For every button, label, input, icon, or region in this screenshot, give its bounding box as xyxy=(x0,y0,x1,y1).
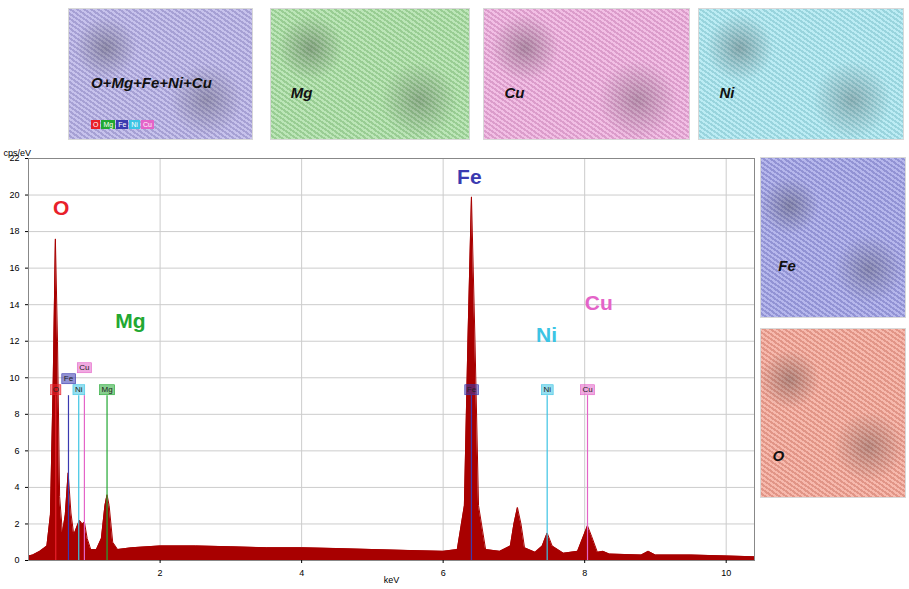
svg-text:Cu: Cu xyxy=(582,385,592,394)
svg-text:4: 4 xyxy=(299,568,304,578)
svg-text:8: 8 xyxy=(14,409,19,419)
svg-text:Cu: Cu xyxy=(585,291,613,314)
svg-text:Mg: Mg xyxy=(115,309,145,332)
html-text:Cu: Cu xyxy=(142,121,152,128)
svg-text:16: 16 xyxy=(9,263,19,273)
svg-text:Fe: Fe xyxy=(467,385,477,394)
svg-text:14: 14 xyxy=(9,300,19,310)
html-text:Fe: Fe xyxy=(118,121,127,128)
html-text:Cu: Cu xyxy=(504,84,525,102)
svg-text:8: 8 xyxy=(582,568,587,578)
svg-text:Ni: Ni xyxy=(75,385,83,394)
svg-text:Ni: Ni xyxy=(536,323,557,346)
svg-text:0: 0 xyxy=(14,555,19,565)
svg-text:6: 6 xyxy=(441,568,446,578)
html-text:Ni: Ni xyxy=(131,121,138,128)
html-text:O: O xyxy=(772,446,785,464)
svg-text:Cu: Cu xyxy=(79,363,89,372)
svg-text:12: 12 xyxy=(9,336,19,346)
html-text:Fe: Fe xyxy=(778,256,796,274)
html-text:O+Mg+Fe+Ni+Cu: O+Mg+Fe+Ni+Cu xyxy=(91,74,212,91)
svg-text:Fe: Fe xyxy=(64,374,74,383)
svg-text:4: 4 xyxy=(14,482,19,492)
svg-text:O: O xyxy=(53,196,69,219)
svg-text:10: 10 xyxy=(9,373,19,383)
svg-text:O: O xyxy=(53,385,59,394)
svg-text:Ni: Ni xyxy=(543,385,551,394)
html-text:Ni: Ni xyxy=(719,84,735,102)
svg-text:Fe: Fe xyxy=(457,164,482,187)
html-text:O: O xyxy=(93,121,99,128)
svg-text:22: 22 xyxy=(9,153,20,164)
html-text:Mg: Mg xyxy=(103,121,114,128)
svg-text:Mg: Mg xyxy=(101,385,112,394)
svg-text:2: 2 xyxy=(14,519,19,529)
svg-text:keV: keV xyxy=(384,575,400,585)
svg-text:6: 6 xyxy=(14,446,19,456)
svg-text:10: 10 xyxy=(721,568,731,578)
html-text:Mg: Mg xyxy=(290,84,313,102)
svg-text:18: 18 xyxy=(9,226,19,236)
svg-text:cps/eV: cps/eV xyxy=(4,148,32,158)
svg-text:2: 2 xyxy=(158,568,163,578)
svg-text:20: 20 xyxy=(9,190,19,200)
